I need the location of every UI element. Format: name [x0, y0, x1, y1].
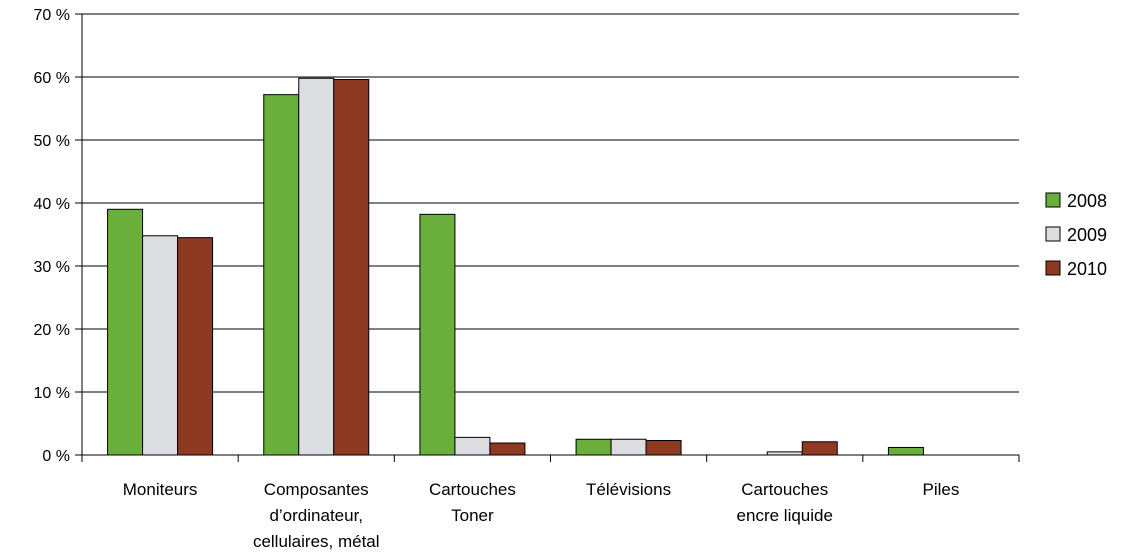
y-axis-ticks: 0 % 10 % 20 % 30 % 40 % 50 % 60 % 70 %: [34, 7, 82, 465]
bar-2008: [107, 208, 144, 456]
x-category-label: Télévisions: [586, 480, 671, 499]
y-tick-label: 10 %: [34, 385, 70, 402]
bar-2008: [419, 213, 456, 456]
bar-2010: [333, 79, 370, 456]
legend-label: 2009: [1067, 225, 1107, 245]
x-category-label: Moniteurs: [123, 480, 198, 499]
x-category-label: Toner: [451, 506, 494, 525]
bar-2009: [454, 436, 491, 456]
legend-swatch-2008: [1045, 192, 1061, 208]
y-tick-label: 0 %: [42, 448, 70, 465]
y-tick-label: 70 %: [34, 7, 70, 24]
x-category-label: encre liquide: [737, 506, 833, 525]
bars: [107, 77, 924, 456]
bar-2010: [489, 442, 526, 456]
bar-2010: [801, 441, 838, 456]
legend-swatch-2009: [1045, 226, 1061, 242]
x-category-label: Cartouches: [429, 480, 516, 499]
legend-swatch-2010: [1045, 260, 1061, 276]
x-category-label: d’ordinateur,: [269, 506, 363, 525]
gridlines: [82, 13, 1019, 393]
bar-2008: [575, 438, 612, 456]
bar-2010: [645, 440, 682, 456]
x-axis-labels: Moniteurs Composantes d’ordinateur, cellula…: [123, 480, 960, 551]
legend-label: 2010: [1067, 259, 1107, 279]
y-tick-label: 50 %: [34, 133, 70, 150]
y-tick-label: 20 %: [34, 322, 70, 339]
bar-2009: [298, 77, 335, 456]
x-category-label: Piles: [922, 480, 959, 499]
x-category-label: cellulaires, métal: [253, 532, 380, 551]
y-tick-label: 30 %: [34, 259, 70, 276]
axes: [81, 14, 1020, 462]
x-category-label: Cartouches: [741, 480, 828, 499]
legend: 2008 2009 2010: [1045, 191, 1107, 279]
y-tick-label: 40 %: [34, 196, 70, 213]
bar-2008: [887, 446, 924, 456]
bar-2010: [177, 237, 214, 456]
bar-2009: [142, 235, 179, 456]
bar-2008: [263, 94, 300, 456]
x-category-label: Composantes: [264, 480, 369, 499]
legend-label: 2008: [1067, 191, 1107, 211]
bar-2009: [610, 438, 647, 456]
y-tick-label: 60 %: [34, 70, 70, 87]
